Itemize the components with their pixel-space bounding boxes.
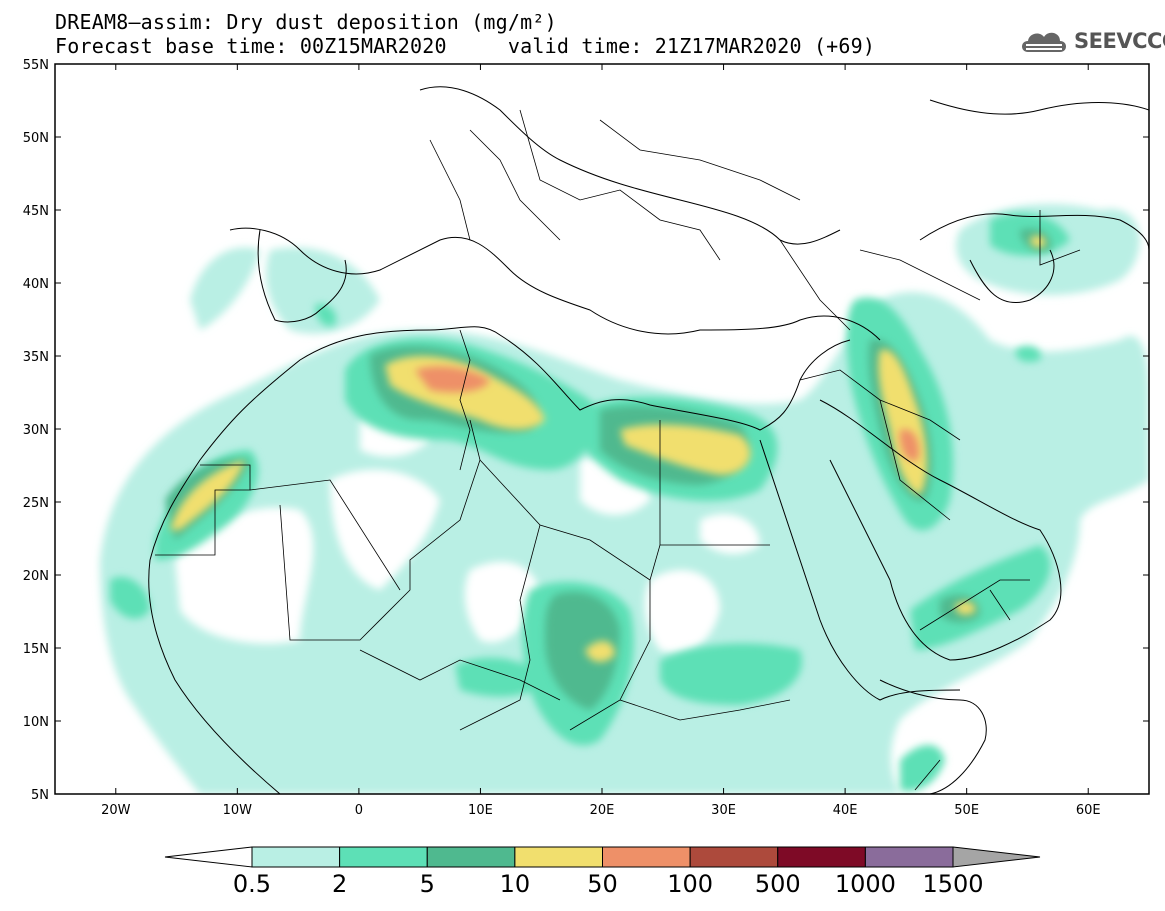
lat-label: 45N <box>23 204 49 219</box>
lon-label: 20E <box>590 803 615 818</box>
colorbar-swatch <box>426 846 516 868</box>
lat-label: 5N <box>31 788 49 803</box>
lon-label: 10W <box>223 803 253 818</box>
lon-label: 50E <box>954 803 979 818</box>
lat-label: 40N <box>23 277 49 292</box>
colorbar-label: 10 <box>500 870 531 898</box>
colorbar-min-arrow <box>164 846 253 868</box>
colorbar-label: 1000 <box>835 870 896 898</box>
latitude-axis: 55N 50N 45N 40N 35N 30N 25N 20N 15N 10N 5N <box>23 58 1149 803</box>
logo-text: SEEVCCC <box>1074 29 1165 53</box>
colorbar-swatch <box>514 846 603 868</box>
colorbar-label: 5 <box>420 870 435 898</box>
colorbar-label: 1500 <box>922 870 983 898</box>
colorbar-label: 50 <box>587 870 618 898</box>
colorbar-swatch <box>689 846 779 868</box>
lon-label: 40E <box>833 803 858 818</box>
dust-deposition-field <box>100 204 1149 794</box>
lon-label: 10E <box>468 803 493 818</box>
lon-label: 60E <box>1076 803 1101 818</box>
colorbar-max-arrow <box>952 846 1041 868</box>
colorbar-swatch <box>864 846 954 868</box>
lon-label: 0 <box>355 803 363 818</box>
lat-label: 55N <box>23 58 49 73</box>
colorbar-label: 0.5 <box>233 870 271 898</box>
colorbar-swatch <box>602 846 691 868</box>
lon-label: 20W <box>101 803 131 818</box>
lat-label: 30N <box>23 423 49 438</box>
colorbar-label: 500 <box>755 870 801 898</box>
colorbar-swatch <box>339 846 428 868</box>
colorbar-swatch <box>251 846 341 868</box>
colorbar-label: 2 <box>332 870 347 898</box>
lat-label: 50N <box>23 131 49 146</box>
cloud-icon <box>1022 32 1066 52</box>
lat-label: 15N <box>23 642 49 657</box>
country-borders <box>155 109 1081 791</box>
forecast-time-line: Forecast base time: 00Z15MAR2020 valid t… <box>55 34 876 58</box>
colorbar: 0.5 2 5 10 50 100 500 1000 1500 <box>164 846 1041 898</box>
seevccc-logo: SEEVCCC <box>1018 24 1165 58</box>
lon-label: 30E <box>711 803 736 818</box>
colorbar-label: 100 <box>667 870 713 898</box>
longitude-axis: 20W 10W 0 10E 20E 30E 40E 50E 60E <box>101 64 1101 818</box>
coastlines <box>148 86 1149 794</box>
lat-label: 20N <box>23 569 49 584</box>
lat-label: 25N <box>23 496 49 511</box>
colorbar-swatch <box>777 846 866 868</box>
lat-label: 35N <box>23 350 49 365</box>
lat-label: 10N <box>23 715 49 730</box>
map-title: DREAM8–assim: Dry dust deposition (mg/m²… <box>55 10 557 34</box>
